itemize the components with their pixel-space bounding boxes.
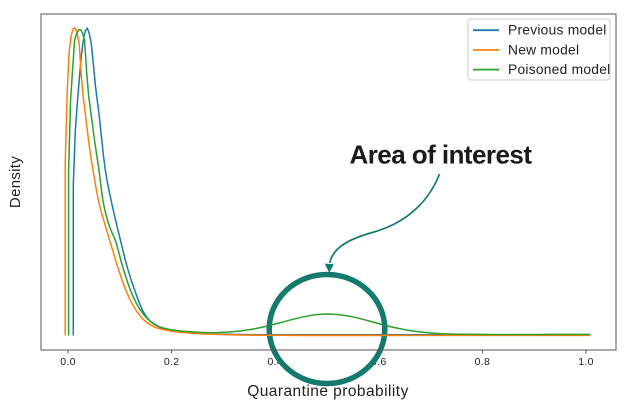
svg-text:Poisoned model: Poisoned model <box>508 62 610 77</box>
svg-text:Previous model: Previous model <box>508 23 607 38</box>
svg-text:1.0: 1.0 <box>578 356 594 368</box>
svg-text:Quarantine probability: Quarantine probability <box>247 383 409 400</box>
svg-text:New model: New model <box>508 42 579 57</box>
svg-text:0.2: 0.2 <box>164 356 180 368</box>
svg-text:Area of interest: Area of interest <box>350 140 533 170</box>
svg-text:0.0: 0.0 <box>60 356 76 368</box>
svg-text:Density: Density <box>7 156 24 208</box>
svg-text:0.8: 0.8 <box>475 356 491 368</box>
